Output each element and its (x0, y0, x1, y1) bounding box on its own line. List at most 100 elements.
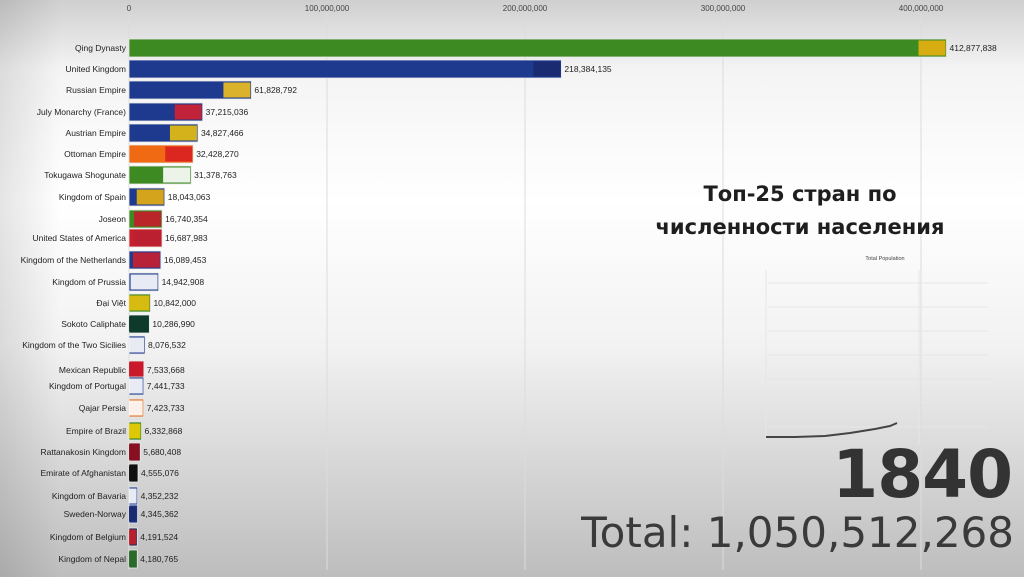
flag-icon (129, 337, 144, 353)
flag-icon (129, 316, 149, 332)
value-label: 34,827,466 (201, 128, 244, 138)
category-label: Emirate of Afghanistan (40, 468, 126, 478)
bar-group: United Kingdom 218,384,135 (66, 59, 612, 79)
bar-group: Kingdom of the Two Sicilies 8,076,532 (22, 335, 186, 355)
bar-group: Qajar Persia 7,423,733 (79, 398, 185, 418)
bar-group: Qing Dynasty 412,877,838 (75, 38, 997, 58)
value-label: 7,423,733 (147, 403, 185, 413)
flag-icon (129, 488, 137, 504)
bar (128, 80, 252, 100)
background-shade (0, 0, 60, 577)
flag-icon (129, 529, 137, 545)
value-label: 8,076,532 (148, 340, 186, 350)
flag-icon (129, 465, 138, 481)
category-label: Rattanakosin Kingdom (40, 447, 126, 457)
value-label: 5,680,408 (143, 447, 181, 457)
category-label: Tokugawa Shogunate (44, 170, 126, 180)
bar-group: Sweden-Norway 4,345,362 (64, 504, 179, 524)
inset-gridlines (765, 270, 988, 445)
flag-icon (533, 61, 561, 77)
value-label: 6,332,868 (145, 426, 183, 436)
flag-icon (165, 146, 193, 162)
value-label: 412,877,838 (949, 43, 997, 53)
flag-icon (918, 40, 946, 56)
value-label: 18,043,063 (168, 192, 211, 202)
bar-group: Kingdom of Bavaria 4,352,232 (52, 486, 179, 506)
bar-group: Sokoto Caliphate 10,286,990 (61, 314, 195, 334)
flag-icon (130, 274, 158, 290)
category-label: Đại Việt (96, 298, 126, 308)
value-label: 61,828,792 (254, 85, 297, 95)
bar-group: Mexican Republic 7,533,668 (59, 360, 185, 380)
flag-icon (223, 82, 251, 98)
flag-icon (129, 423, 141, 439)
category-label: Qajar Persia (79, 403, 127, 413)
category-label: Kingdom of Spain (59, 192, 126, 202)
category-label: Empire of Brazil (66, 426, 126, 436)
value-label: 7,533,668 (147, 365, 185, 375)
category-label: Joseon (99, 214, 127, 224)
bar-group: Empire of Brazil 6,332,868 (66, 421, 183, 441)
value-label: 16,740,354 (165, 214, 208, 224)
category-label: Sweden-Norway (64, 509, 127, 519)
flag-icon (132, 252, 160, 268)
category-label: Kingdom of the Netherlands (21, 255, 126, 265)
inset-title: Total Population (865, 256, 904, 262)
category-label: United States of America (32, 233, 126, 243)
bar-group: Rattanakosin Kingdom 5,680,408 (40, 442, 181, 462)
x-tick-label: 100,000,000 (305, 4, 350, 13)
title-line-1: Топ-25 стран по (703, 182, 897, 206)
category-label: Kingdom of Bavaria (52, 491, 126, 501)
bar-group: Emirate of Afghanistan 4,555,076 (40, 463, 179, 483)
flag-icon (129, 551, 137, 567)
category-label: Kingdom of the Two Sicilies (22, 340, 126, 350)
flag-icon (169, 125, 197, 141)
flag-icon (129, 295, 150, 311)
category-label: Kingdom of Belgium (50, 532, 126, 542)
category-label: Kingdom of Portugal (49, 381, 126, 391)
flag-icon (163, 167, 191, 183)
flag-icon (174, 104, 202, 120)
value-label: 4,191,524 (140, 532, 178, 542)
bar-group: Kingdom of Spain 18,043,063 (59, 187, 211, 207)
bar-group: Kingdom of the Netherlands 16,089,453 (21, 250, 207, 270)
category-label: United Kingdom (66, 64, 126, 74)
title-line-2: численности населения (655, 215, 945, 239)
inset-total-population-line (766, 422, 898, 438)
x-tick-label: 0 (127, 4, 132, 13)
bar (128, 38, 947, 58)
value-label: 4,180,765 (140, 554, 178, 564)
value-label: 16,089,453 (164, 255, 207, 265)
bar-group: Kingdom of Belgium 4,191,524 (50, 527, 178, 547)
bar-group: Austrian Empire 34,827,466 (66, 123, 244, 143)
bar-group: July Monarchy (France) 37,215,036 (37, 102, 248, 122)
bar-group: Kingdom of Prussia 14,942,908 (52, 272, 205, 292)
category-label: Austrian Empire (66, 128, 127, 138)
flag-icon (129, 378, 143, 394)
category-label: Ottoman Empire (64, 149, 126, 159)
category-label: Russian Empire (66, 85, 126, 95)
bar-group: Kingdom of Nepal 4,180,765 (58, 549, 178, 569)
bar-group: United States of America 16,687,983 (32, 228, 208, 248)
total-population-inset-chart: Total Population (765, 256, 988, 445)
category-label: Mexican Republic (59, 365, 127, 375)
value-label: 4,555,076 (141, 468, 179, 478)
value-label: 4,352,232 (141, 491, 179, 501)
bar (128, 59, 562, 79)
value-label: 14,942,908 (162, 277, 205, 287)
value-label: 218,384,135 (564, 64, 612, 74)
x-tick-label: 200,000,000 (503, 4, 548, 13)
bar-group: Ottoman Empire 32,428,270 (64, 144, 239, 164)
chart-title: Топ-25 стран по численности населения (600, 178, 1000, 244)
bar-group: Đại Việt 10,842,000 (96, 293, 196, 313)
flag-icon (129, 362, 143, 378)
category-label: Sokoto Caliphate (61, 319, 126, 329)
category-label: Kingdom of Prussia (52, 277, 126, 287)
year-label: 1840 (832, 436, 1013, 513)
flag-icon (134, 211, 162, 227)
flag-icon (136, 189, 164, 205)
bar-group: Russian Empire 61,828,792 (66, 80, 297, 100)
category-label: Kingdom of Nepal (58, 554, 126, 564)
category-label: Qing Dynasty (75, 43, 127, 53)
